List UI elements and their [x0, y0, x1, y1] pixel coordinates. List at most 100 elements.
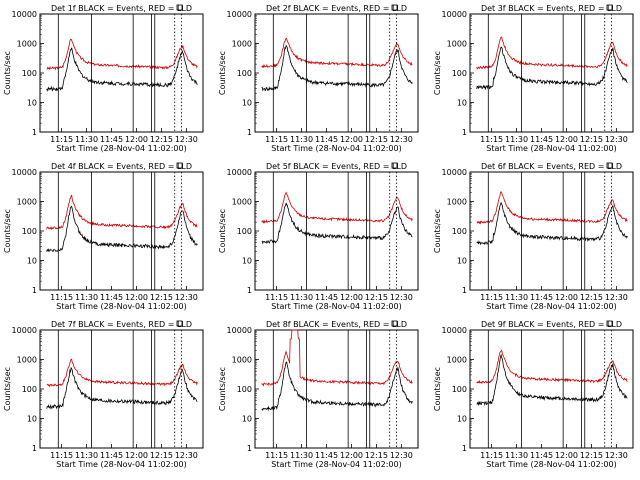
small-square-icon	[606, 4, 613, 11]
y-tick-label: 1000	[447, 356, 467, 365]
x-tick-label: 12:15	[150, 451, 173, 460]
x-tick-label: 11:30	[75, 293, 98, 302]
y-tick-label: 100	[22, 227, 37, 236]
y-tick-label: 10	[457, 415, 467, 424]
events-series-line	[261, 361, 413, 412]
y-tick-label: 1000	[447, 40, 467, 49]
events-series-line	[476, 46, 628, 91]
x-tick-label: 12:30	[390, 293, 413, 302]
y-axis-label: Counts/sec	[433, 209, 442, 253]
detector-panel-2: Det 2f BLACK = Events, RED = LLD 1 10 100 10…	[218, 4, 419, 153]
x-tick-label: 12:00	[125, 451, 148, 460]
lld-series-line	[261, 37, 413, 69]
y-axis-label: Counts/sec	[3, 209, 12, 253]
x-tick-label: 12:15	[365, 135, 388, 144]
x-tick-label: 11:30	[75, 451, 98, 460]
y-axis-label: Counts/sec	[218, 51, 227, 95]
x-tick-label: 11:45	[100, 135, 123, 144]
y-tick-label: 10	[242, 99, 252, 108]
y-tick-label: 10	[242, 415, 252, 424]
panel-title: Det 7f BLACK = Events, RED = LLD	[51, 320, 192, 329]
detector-panel-5: Det 5f BLACK = Events, RED = LLD 1 10 100 10…	[218, 162, 419, 311]
y-tick-label: 10000	[227, 168, 252, 177]
x-tick-label: 12:15	[580, 451, 603, 460]
small-square-icon	[176, 162, 183, 169]
x-axis-label: Start Time (28-Nov-04 11:02:00)	[486, 144, 616, 153]
x-tick-label: 11:15	[265, 451, 288, 460]
y-tick-label: 100	[452, 227, 467, 236]
y-tick-label: 1000	[17, 198, 37, 207]
y-tick-label: 10	[27, 415, 37, 424]
events-series-line	[46, 366, 198, 410]
detector-panel-4: Det 4f BLACK = Events, RED = LLD 1 10 100 10…	[3, 162, 204, 311]
x-tick-label: 12:15	[365, 293, 388, 302]
x-tick-label: 11:15	[50, 293, 73, 302]
x-tick-label: 12:00	[340, 451, 363, 460]
x-tick-label: 11:15	[480, 135, 503, 144]
x-tick-label: 11:15	[50, 135, 73, 144]
y-tick-label: 10	[27, 99, 37, 108]
y-tick-label: 10000	[442, 168, 467, 177]
detector-panel-1: Det 1f BLACK = Events, RED = LLD 1 10 100 10…	[3, 4, 204, 153]
plot-frame	[39, 329, 204, 449]
x-tick-label: 11:45	[530, 135, 553, 144]
y-tick-label: 1	[32, 286, 37, 295]
lld-series-line	[476, 349, 628, 385]
small-square-icon	[606, 320, 613, 327]
plot-frame	[469, 329, 634, 449]
y-tick-label: 10000	[227, 326, 252, 335]
x-axis-label: Start Time (28-Nov-04 11:02:00)	[271, 144, 401, 153]
panel-title: Det 1f BLACK = Events, RED = LLD	[51, 4, 192, 13]
panel-title: Det 3f BLACK = Events, RED = LLD	[481, 4, 622, 13]
lld-series-line	[46, 194, 198, 231]
x-tick-label: 11:30	[505, 135, 528, 144]
x-axis-label: Start Time (28-Nov-04 11:02:00)	[271, 302, 401, 311]
plot-frame	[469, 171, 634, 291]
x-axis-label: Start Time (28-Nov-04 11:02:00)	[271, 460, 401, 469]
y-tick-label: 1	[247, 128, 252, 137]
y-tick-label: 1	[32, 128, 37, 137]
x-tick-label: 12:00	[340, 135, 363, 144]
x-axis-label: Start Time (28-Nov-04 11:02:00)	[486, 460, 616, 469]
events-series-line	[476, 353, 628, 407]
events-series-line	[46, 205, 198, 253]
y-axis-label: Counts/sec	[433, 367, 442, 411]
plot-frame	[469, 13, 634, 133]
events-series-line	[261, 202, 413, 245]
y-tick-label: 1	[462, 128, 467, 137]
detector-panel-8: Det 8f BLACK = Events, RED = LLD 1 10 100 10…	[218, 320, 419, 469]
x-tick-label: 11:15	[480, 293, 503, 302]
x-tick-label: 11:30	[505, 293, 528, 302]
small-square-icon	[176, 320, 183, 327]
x-tick-label: 11:45	[315, 135, 338, 144]
x-tick-label: 12:00	[125, 293, 148, 302]
plot-frame	[39, 13, 204, 133]
x-tick-label: 11:45	[100, 451, 123, 460]
x-tick-label: 12:15	[580, 293, 603, 302]
lld-series-line	[476, 191, 628, 225]
y-tick-label: 1	[462, 286, 467, 295]
y-tick-label: 10000	[12, 168, 37, 177]
y-tick-label: 1000	[232, 356, 252, 365]
x-tick-label: 11:15	[480, 451, 503, 460]
y-tick-label: 100	[237, 69, 252, 78]
lld-series-line	[46, 38, 198, 71]
panel-title: Det 8f BLACK = Events, RED = LLD	[266, 320, 407, 329]
x-tick-label: 12:30	[175, 135, 198, 144]
x-tick-label: 11:30	[505, 451, 528, 460]
y-axis-label: Counts/sec	[218, 209, 227, 253]
y-axis-label: Counts/sec	[3, 367, 12, 411]
y-tick-label: 10000	[12, 326, 37, 335]
small-square-icon	[391, 4, 398, 11]
x-tick-label: 12:30	[175, 293, 198, 302]
y-axis-label: Counts/sec	[3, 51, 12, 95]
x-tick-label: 11:45	[100, 293, 123, 302]
panel-title: Det 2f BLACK = Events, RED = LLD	[266, 4, 407, 13]
plot-frame	[254, 13, 419, 133]
y-tick-label: 1	[247, 444, 252, 453]
x-tick-label: 11:30	[290, 135, 313, 144]
x-axis-label: Start Time (28-Nov-04 11:02:00)	[56, 460, 186, 469]
y-tick-label: 100	[237, 385, 252, 394]
x-tick-label: 12:15	[150, 293, 173, 302]
x-tick-label: 11:45	[530, 451, 553, 460]
